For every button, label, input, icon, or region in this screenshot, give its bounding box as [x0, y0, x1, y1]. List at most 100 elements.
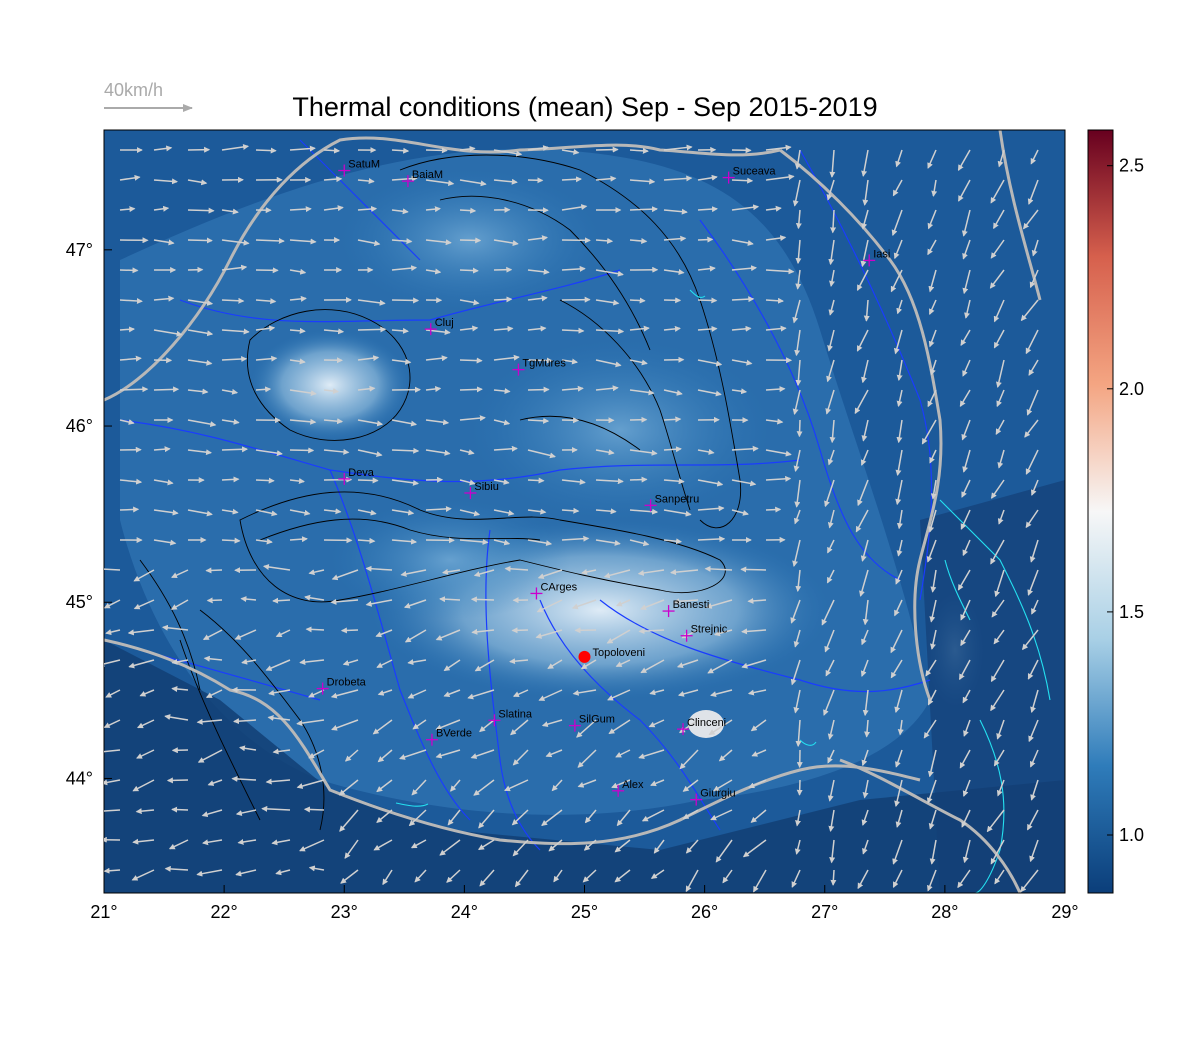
wind-arrow [235, 869, 257, 877]
wind-arrow [153, 509, 179, 516]
wind-arrow [963, 719, 971, 737]
wind-arrow [765, 475, 792, 482]
city-label: CArges [540, 581, 577, 593]
wind-arrow [894, 779, 903, 807]
wind-arrow [891, 209, 903, 236]
wind-arrow [207, 779, 223, 786]
wind-arrow [340, 627, 359, 634]
wind-arrow [829, 419, 836, 444]
wind-arrow [861, 149, 869, 177]
city-label: Iasi [873, 248, 890, 260]
wind-arrow [629, 147, 649, 154]
wind-arrow [959, 389, 971, 407]
wind-arrow [765, 449, 792, 457]
city-label: BaiaM [412, 169, 443, 181]
wind-arrow [1031, 599, 1039, 615]
wind-arrow [547, 659, 563, 670]
wind-arrow [595, 478, 624, 485]
wind-arrow [581, 569, 597, 575]
wind-arrow [896, 509, 903, 530]
wind-arrow [447, 809, 461, 826]
wind-arrow [962, 449, 971, 473]
wind-arrow [722, 869, 733, 884]
wind-arrow [128, 659, 155, 669]
wind-arrow [237, 838, 257, 845]
wind-arrow [615, 659, 631, 667]
wind-arrow [391, 509, 415, 516]
wind-arrow [663, 235, 687, 242]
wind-arrow [718, 749, 733, 762]
wind-arrow [997, 149, 1005, 168]
wind-arrow [629, 359, 648, 366]
wind-arrow [990, 689, 1005, 712]
wind-arrow [459, 207, 477, 214]
wind-arrow [829, 839, 836, 864]
wind-arrow [595, 539, 621, 546]
wind-arrow [357, 385, 376, 392]
wind-arrow [268, 689, 291, 696]
wind-arrow [105, 629, 121, 636]
wind-arrow [479, 869, 495, 887]
wind-arrow [133, 599, 155, 610]
wind-arrow [614, 869, 631, 883]
wind-arrow [132, 838, 155, 845]
wind-arrow [648, 719, 665, 728]
wind-arrow [119, 506, 140, 513]
wind-arrow [289, 295, 307, 302]
wind-arrow [747, 689, 767, 696]
wind-arrow [731, 296, 755, 303]
wind-arrow [340, 869, 359, 884]
wind-arrow [990, 179, 1005, 204]
wind-arrow [795, 809, 801, 827]
wind-arrow [894, 599, 903, 617]
wind-arrow [240, 596, 257, 603]
wind-arrow [791, 869, 801, 888]
wind-arrow [323, 176, 343, 183]
city-marker: Slatina [488, 708, 533, 727]
wind-arrow [471, 628, 495, 635]
city-label: BVerde [436, 728, 472, 740]
wind-arrow [425, 505, 452, 512]
wind-arrow [993, 299, 1005, 323]
wind-arrow [890, 269, 903, 293]
wind-arrow [376, 809, 393, 823]
wind-arrow [859, 569, 869, 597]
wind-arrow [580, 659, 597, 670]
wind-arrow [861, 209, 869, 230]
wind-arrow [731, 325, 752, 332]
wind-arrow [435, 629, 461, 641]
city-marker: Cluj [424, 317, 454, 336]
wind-arrow [765, 297, 784, 304]
wind-arrow [929, 449, 937, 464]
lat-tick-label: 47° [66, 240, 93, 260]
wind-arrow [527, 357, 553, 364]
wind-arrow [731, 177, 754, 184]
wind-arrow [928, 509, 937, 533]
wind-arrow [171, 686, 189, 693]
wind-arrow [255, 147, 277, 154]
wind-arrow [344, 839, 359, 859]
wind-arrow [459, 479, 476, 486]
wind-arrow [962, 269, 971, 295]
wind-arrow [153, 205, 170, 212]
wind-arrow [795, 269, 802, 290]
wind-arrow [331, 569, 359, 581]
wind-arrow [512, 749, 529, 766]
wind-arrow [459, 415, 486, 422]
wind-arrow [731, 479, 757, 487]
wind-arrow [261, 805, 291, 812]
wind-arrow [375, 629, 393, 638]
wind-arrow [826, 179, 835, 201]
wind-arrow [459, 386, 483, 393]
wind-arrow [640, 659, 665, 674]
wind-arrow [473, 779, 495, 796]
wind-arrow [927, 209, 937, 230]
wind-arrow [1030, 149, 1039, 165]
wind-arrow [391, 297, 420, 304]
wind-arrow [536, 599, 563, 613]
wind-arrow [357, 299, 386, 306]
wind-arrow [221, 418, 240, 425]
wind-arrow [153, 178, 178, 185]
wind-arrow [828, 239, 835, 266]
